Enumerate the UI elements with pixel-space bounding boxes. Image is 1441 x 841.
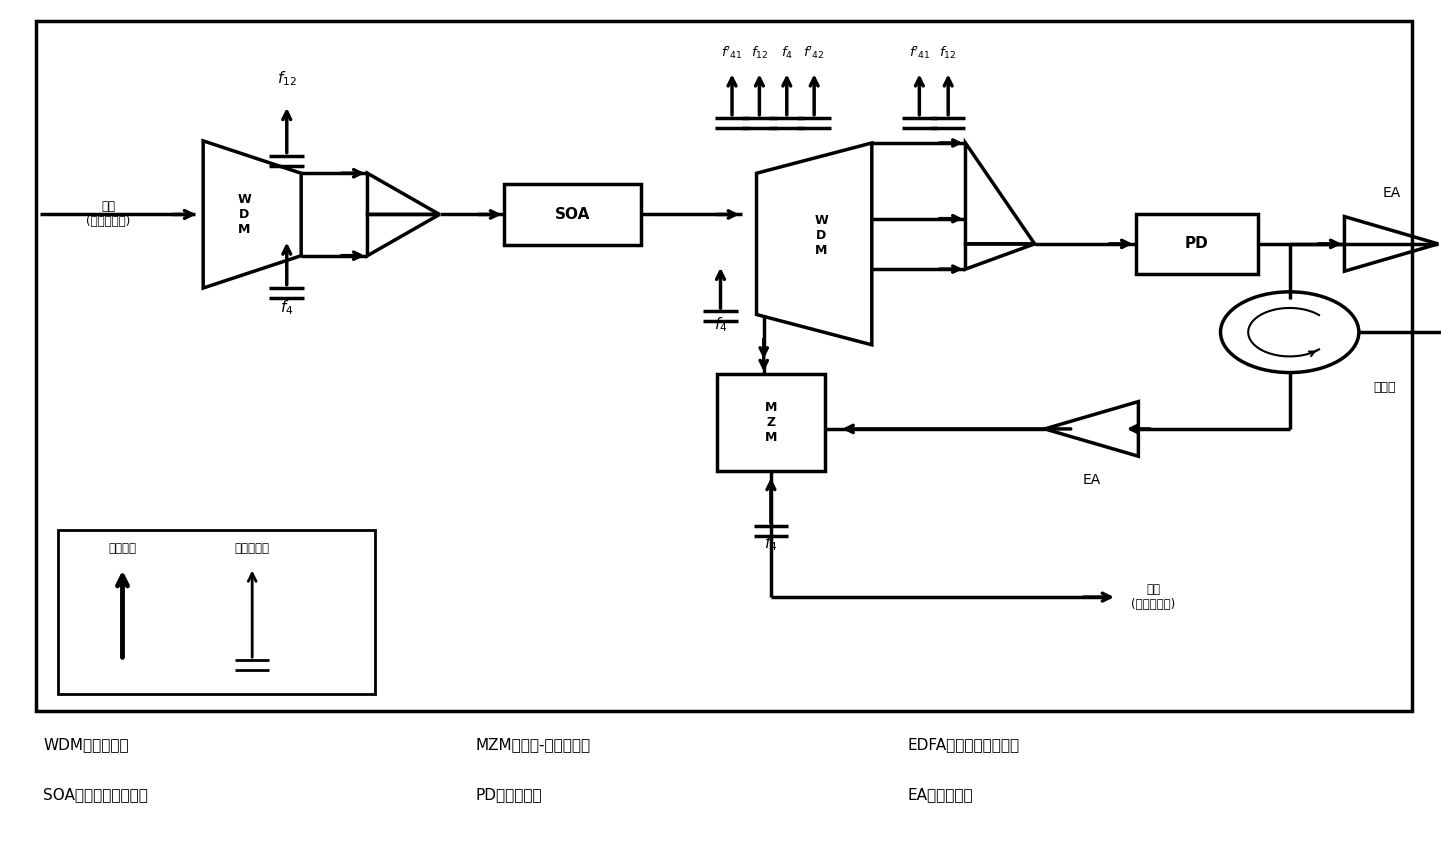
Bar bbox=[36, 21, 1412, 711]
Text: $f'_{41}$: $f'_{41}$ bbox=[722, 44, 742, 61]
Text: $f_{12}$: $f_{12}$ bbox=[277, 70, 297, 88]
Text: $f_4$: $f_4$ bbox=[781, 45, 793, 61]
Bar bbox=[1136, 214, 1258, 274]
Bar bbox=[716, 374, 824, 471]
Text: W
D
M: W D M bbox=[814, 214, 829, 257]
Text: $f'_{42}$: $f'_{42}$ bbox=[804, 44, 824, 61]
Text: W
D
M: W D M bbox=[238, 193, 251, 236]
Text: 携带数据: 携带数据 bbox=[108, 542, 137, 555]
Bar bbox=[504, 184, 641, 245]
Text: PD：光探测器: PD：光探测器 bbox=[476, 787, 542, 802]
Text: $f_4$: $f_4$ bbox=[764, 534, 778, 553]
Bar bbox=[58, 530, 375, 694]
Text: SOA: SOA bbox=[555, 207, 591, 222]
Text: PD: PD bbox=[1185, 236, 1209, 251]
Text: EA: EA bbox=[1382, 186, 1401, 200]
Text: $f_{12}$: $f_{12}$ bbox=[940, 45, 957, 61]
Text: 输出
(去往中心站): 输出 (去往中心站) bbox=[1131, 583, 1176, 611]
Text: M
Z
M: M Z M bbox=[765, 401, 777, 444]
Text: 循环器: 循环器 bbox=[1373, 381, 1396, 394]
Text: 输入
(来自中心站): 输入 (来自中心站) bbox=[86, 200, 130, 229]
Text: 没携带数据: 没携带数据 bbox=[235, 542, 269, 555]
Text: $f_{12}$: $f_{12}$ bbox=[751, 45, 768, 61]
Text: EA：电放大器: EA：电放大器 bbox=[908, 787, 974, 802]
Text: EA: EA bbox=[1082, 473, 1101, 487]
Text: $f_4$: $f_4$ bbox=[280, 299, 294, 317]
Text: SOA：半导体光放大器: SOA：半导体光放大器 bbox=[43, 787, 148, 802]
Text: $f'_{41}$: $f'_{41}$ bbox=[909, 44, 929, 61]
Text: $f_4$: $f_4$ bbox=[713, 315, 728, 334]
Text: EDFA：掺钒光纤放大器: EDFA：掺钒光纤放大器 bbox=[908, 737, 1020, 752]
Text: MZM：马赛-曾德调制器: MZM：马赛-曾德调制器 bbox=[476, 737, 591, 752]
Text: WDM：波分复用: WDM：波分复用 bbox=[43, 737, 128, 752]
